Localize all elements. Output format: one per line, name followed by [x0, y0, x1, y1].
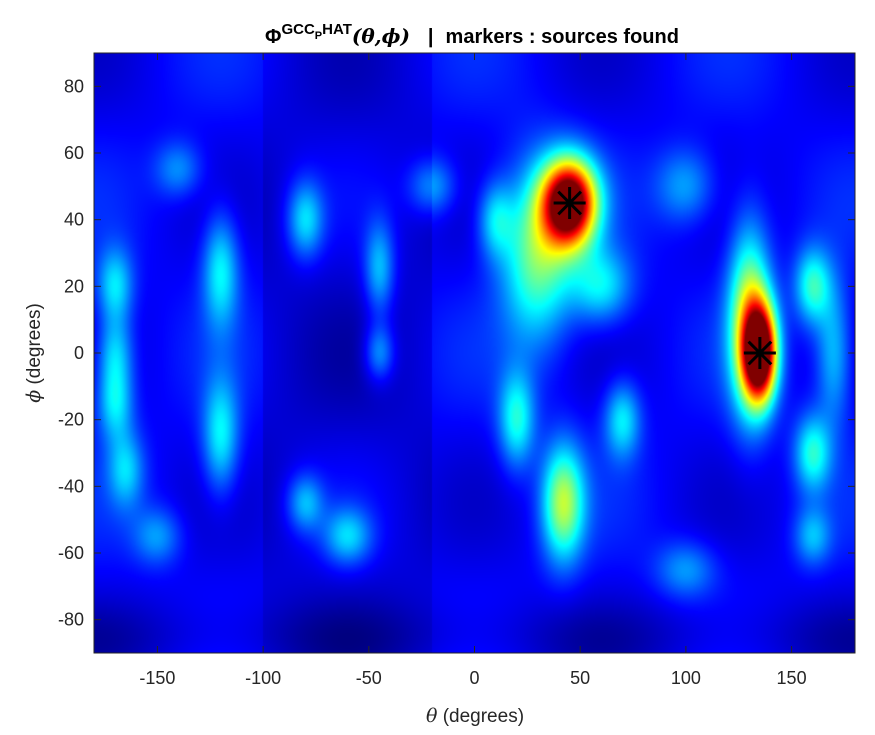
x-tick-label: -150	[139, 668, 175, 688]
x-tick-label: 0	[469, 668, 479, 688]
y-axis-ticks: 80 60 40 20 0 -20 -40 -60 -80	[58, 76, 855, 630]
source-marker-asterisk	[743, 337, 776, 369]
x-tick-label: 50	[570, 668, 590, 688]
y-tick-label: 20	[64, 276, 84, 296]
y-axis-label: ϕ (degrees)	[23, 303, 45, 403]
x-tick-label: -100	[245, 668, 281, 688]
x-axis-text: (degrees)	[437, 706, 524, 727]
title-symbol: Φ	[265, 26, 281, 48]
y-tick-label: -80	[58, 610, 84, 630]
title-separator: |	[428, 26, 434, 48]
y-tick-label: 40	[64, 210, 84, 230]
title-suffix: markers : sources found	[446, 26, 679, 48]
title-superscript-tail: HAT	[322, 21, 352, 38]
y-axis-text: (degrees)	[24, 303, 45, 390]
x-tick-label: 150	[777, 668, 807, 688]
x-axis-label: θ (degrees)	[426, 705, 524, 727]
y-tick-label: 80	[64, 76, 84, 96]
x-tick-label: -50	[356, 668, 382, 688]
source-marker-asterisk	[553, 187, 586, 219]
title-sub-subscript: P	[315, 30, 322, 42]
x-tick-label: 100	[671, 668, 701, 688]
y-tick-label: -60	[58, 543, 84, 563]
x-axis-ticks: -150 -100 -50 0 50 100 150	[139, 53, 807, 688]
title-args: (θ,ϕ)	[352, 24, 410, 48]
heatmap-image	[94, 53, 855, 653]
y-axis-symbol: ϕ	[23, 390, 45, 403]
source-markers	[553, 187, 776, 369]
x-axis-symbol: θ	[426, 705, 438, 727]
title-superscript: GCC	[281, 21, 315, 38]
y-tick-label: 60	[64, 143, 84, 163]
plot-area	[93, 52, 856, 654]
y-tick-label: -40	[58, 476, 84, 496]
y-tick-label: 0	[74, 343, 84, 363]
y-tick-label: -20	[58, 410, 84, 430]
chart-title: ΦGCCPHAT(θ,ϕ) | markers : sources found	[265, 21, 679, 48]
